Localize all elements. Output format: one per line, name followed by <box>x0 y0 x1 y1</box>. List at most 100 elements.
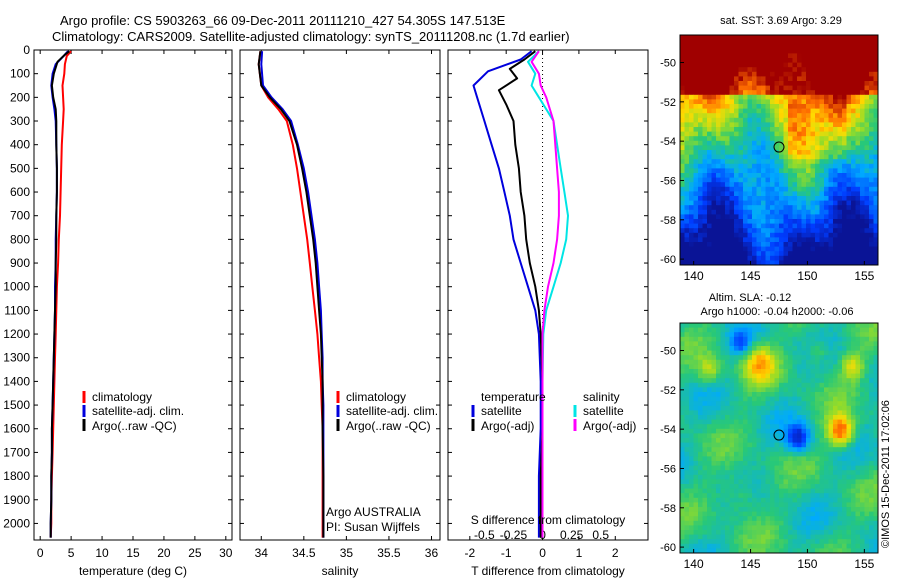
map-cell <box>797 539 802 545</box>
map-cell <box>716 479 721 485</box>
map-cell <box>720 484 726 489</box>
map-cell <box>756 104 762 109</box>
map-cell <box>846 507 852 512</box>
map-cell <box>756 424 762 430</box>
map-cell <box>734 242 739 247</box>
map-cell <box>824 191 829 197</box>
map-cell <box>819 502 825 508</box>
map-cell <box>770 154 775 160</box>
map-cell <box>698 223 703 229</box>
map-cell <box>684 470 690 476</box>
map-cell <box>779 543 784 549</box>
map-cell <box>707 108 712 114</box>
map-cell <box>828 108 834 114</box>
map-cell <box>846 332 852 338</box>
map-cell <box>747 177 753 183</box>
map-cell <box>774 484 780 489</box>
map-cell <box>743 364 748 370</box>
map-cell <box>833 479 838 485</box>
map-cell <box>684 76 690 82</box>
map-cell <box>860 246 865 252</box>
map-cell <box>765 131 771 137</box>
map-cell <box>815 534 820 540</box>
map-cell <box>864 428 870 434</box>
map-cell <box>707 136 712 142</box>
map-cell <box>693 451 699 457</box>
map-cell <box>720 415 726 420</box>
map-cell <box>851 113 856 119</box>
map-cell <box>707 447 712 453</box>
map-cell <box>801 237 807 243</box>
map-cell <box>765 373 771 379</box>
map-cell <box>860 117 865 123</box>
map-cell <box>684 196 690 201</box>
map-cell <box>824 539 829 545</box>
map-cell <box>756 461 762 466</box>
map-cell <box>855 530 861 535</box>
map-cell <box>720 81 726 86</box>
map-cell <box>792 53 798 59</box>
map-cell <box>806 461 811 466</box>
map-cell <box>738 405 744 411</box>
map-cell <box>774 186 780 192</box>
map-cell <box>779 140 784 146</box>
map-cell <box>837 350 843 356</box>
map-cell <box>797 470 802 476</box>
map-cell <box>702 44 708 50</box>
map-cell <box>725 150 730 155</box>
map-cell <box>869 424 874 430</box>
map-cell <box>819 177 825 183</box>
map-cell <box>738 516 744 522</box>
map-cell <box>689 474 694 480</box>
map-cell <box>698 507 703 512</box>
map-cell <box>851 260 856 266</box>
map-cell <box>725 433 730 439</box>
map-cell <box>873 113 879 119</box>
map-cell <box>734 186 739 192</box>
map-cell <box>824 127 829 132</box>
map-cell <box>770 382 775 388</box>
map-cell <box>833 461 838 466</box>
map-cell <box>788 479 793 485</box>
map-cell <box>698 113 703 119</box>
map-cell <box>738 355 744 361</box>
map-cell <box>747 94 753 100</box>
map-cell <box>752 237 757 243</box>
map-cell <box>747 470 753 476</box>
map-cell <box>734 378 739 384</box>
map-cell <box>725 223 730 229</box>
map-cell <box>873 525 879 531</box>
map-cell <box>765 479 771 485</box>
map-cell <box>842 442 847 448</box>
map-cell <box>873 346 879 351</box>
map-cell <box>788 530 793 535</box>
map-cell <box>828 428 834 434</box>
map-cell <box>774 191 780 197</box>
map-cell <box>725 341 730 347</box>
map-cell <box>864 511 870 517</box>
map-cell <box>806 373 811 379</box>
map-cell <box>842 502 847 508</box>
map-cell <box>824 336 829 342</box>
map-cell <box>864 136 870 142</box>
map-cell <box>788 507 793 512</box>
map-cell <box>869 382 874 388</box>
x-tick-label: 1 <box>576 546 583 560</box>
map-cell <box>846 200 852 206</box>
map-cell <box>842 530 847 535</box>
map-cell <box>797 200 802 206</box>
map-cell <box>815 205 820 211</box>
map-cell <box>824 99 829 105</box>
map-cell <box>837 548 843 554</box>
legend-label-argo: Argo(..raw -QC) <box>346 419 431 433</box>
map-cell <box>779 336 784 342</box>
map-cell <box>864 35 870 40</box>
map-cell <box>846 140 852 146</box>
map-cell <box>743 53 748 59</box>
x-tick-label: 20 <box>157 546 171 560</box>
map-cell <box>851 355 856 361</box>
map-cell <box>689 511 694 517</box>
map-cell <box>855 214 861 220</box>
map-cell <box>720 255 726 261</box>
map-cell <box>819 196 825 201</box>
